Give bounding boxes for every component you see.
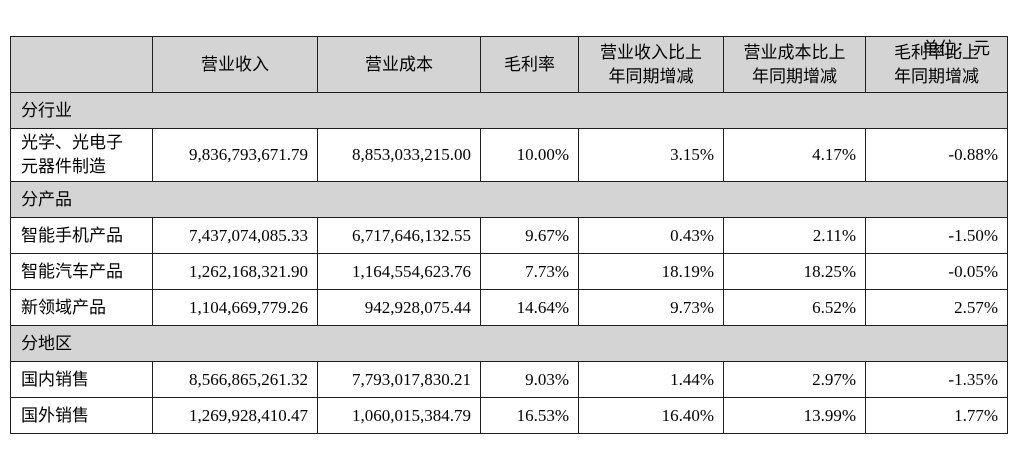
row-label: 光学、光电子 元器件制造 [10, 128, 153, 182]
table-row: 光学、光电子 元器件制造 9,836,793,671.79 8,853,033,… [10, 128, 1008, 182]
table-row: 新领域产品 1,104,669,779.26 942,928,075.44 14… [10, 289, 1008, 326]
header-cost-yoy-line2: 年同期增减 [752, 66, 837, 86]
header-margin-yoy: 毛利率比上 年同期增减 [865, 36, 1008, 93]
header-revenue-yoy-line1: 营业收入比上 [600, 42, 702, 62]
cell-margin: 9.03% [480, 361, 579, 398]
row-label: 国内销售 [10, 361, 153, 398]
cell-cost-yoy: 2.97% [723, 361, 866, 398]
header-revenue-yoy: 营业收入比上 年同期增减 [578, 36, 724, 93]
cell-margin: 16.53% [480, 397, 579, 434]
cell-margin-yoy: 2.57% [865, 289, 1008, 326]
section-row-by-region: 分地区 [10, 325, 1008, 362]
table-header-row: 营业收入 营业成本 毛利率 营业收入比上 年同期增减 营业成本比上 年同期增减 … [10, 36, 1008, 93]
cell-revenue: 1,269,928,410.47 [152, 397, 318, 434]
cell-cost: 942,928,075.44 [317, 289, 481, 326]
cell-revenue-yoy: 16.40% [578, 397, 724, 434]
cell-margin: 10.00% [480, 128, 579, 182]
cell-revenue-yoy: 18.19% [578, 253, 724, 290]
cell-margin-yoy: -1.35% [865, 361, 1008, 398]
header-cost-yoy-line1: 营业成本比上 [743, 42, 846, 62]
row-label: 智能汽车产品 [10, 253, 153, 290]
cell-revenue: 9,836,793,671.79 [152, 128, 318, 182]
cell-cost: 1,164,554,623.76 [317, 253, 481, 290]
cell-revenue: 8,566,865,261.32 [152, 361, 318, 398]
cell-margin: 7.73% [480, 253, 579, 290]
row-label: 新领域产品 [10, 289, 153, 326]
header-blank-cell [10, 36, 153, 93]
cell-cost-yoy: 18.25% [723, 253, 866, 290]
cell-margin: 9.67% [480, 217, 579, 254]
cell-cost-yoy: 4.17% [723, 128, 866, 182]
cell-cost: 1,060,015,384.79 [317, 397, 481, 434]
section-label: 分产品 [10, 181, 1008, 218]
table-row: 智能汽车产品 1,262,168,321.90 1,164,554,623.76… [10, 253, 1008, 290]
unit-label: 单位：元 [922, 39, 990, 58]
header-margin: 毛利率 [480, 36, 579, 93]
cell-margin-yoy: -0.05% [865, 253, 1008, 290]
cell-cost: 6,717,646,132.55 [317, 217, 481, 254]
row-label: 智能手机产品 [10, 217, 153, 254]
cell-revenue-yoy: 9.73% [578, 289, 724, 326]
cell-margin-yoy: 1.77% [865, 397, 1008, 434]
section-row-by-industry: 分行业 [10, 92, 1008, 129]
header-cost-yoy: 营业成本比上 年同期增减 [723, 36, 866, 93]
cell-revenue: 7,437,074,085.33 [152, 217, 318, 254]
section-row-by-product: 分产品 [10, 181, 1008, 218]
cell-cost-yoy: 2.11% [723, 217, 866, 254]
cell-margin-yoy: -0.88% [865, 128, 1008, 182]
row-label: 国外销售 [10, 397, 153, 434]
cell-revenue-yoy: 3.15% [578, 128, 724, 182]
section-label: 分地区 [10, 325, 1008, 362]
header-cost: 营业成本 [317, 36, 481, 93]
section-label: 分行业 [10, 92, 1008, 129]
cell-revenue-yoy: 0.43% [578, 217, 724, 254]
header-margin-yoy-line1: 毛利率比上 [894, 42, 979, 62]
financial-breakdown-table: 营业收入 营业成本 毛利率 营业收入比上 年同期增减 营业成本比上 年同期增减 … [10, 36, 1008, 434]
header-margin-yoy-line2: 年同期增减 [894, 66, 979, 86]
cell-revenue-yoy: 1.44% [578, 361, 724, 398]
cell-revenue: 1,262,168,321.90 [152, 253, 318, 290]
cell-revenue: 1,104,669,779.26 [152, 289, 318, 326]
header-revenue: 营业收入 [152, 36, 318, 93]
table-row: 国内销售 8,566,865,261.32 7,793,017,830.21 9… [10, 361, 1008, 398]
cell-cost-yoy: 6.52% [723, 289, 866, 326]
cell-cost-yoy: 13.99% [723, 397, 866, 434]
cell-margin-yoy: -1.50% [865, 217, 1008, 254]
header-revenue-yoy-line2: 年同期增减 [608, 66, 694, 86]
table-row: 智能手机产品 7,437,074,085.33 6,717,646,132.55… [10, 217, 1008, 254]
cell-cost: 8,853,033,215.00 [317, 128, 481, 182]
cell-margin: 14.64% [480, 289, 579, 326]
table-row: 国外销售 1,269,928,410.47 1,060,015,384.79 1… [10, 397, 1008, 434]
cell-cost: 7,793,017,830.21 [317, 361, 481, 398]
